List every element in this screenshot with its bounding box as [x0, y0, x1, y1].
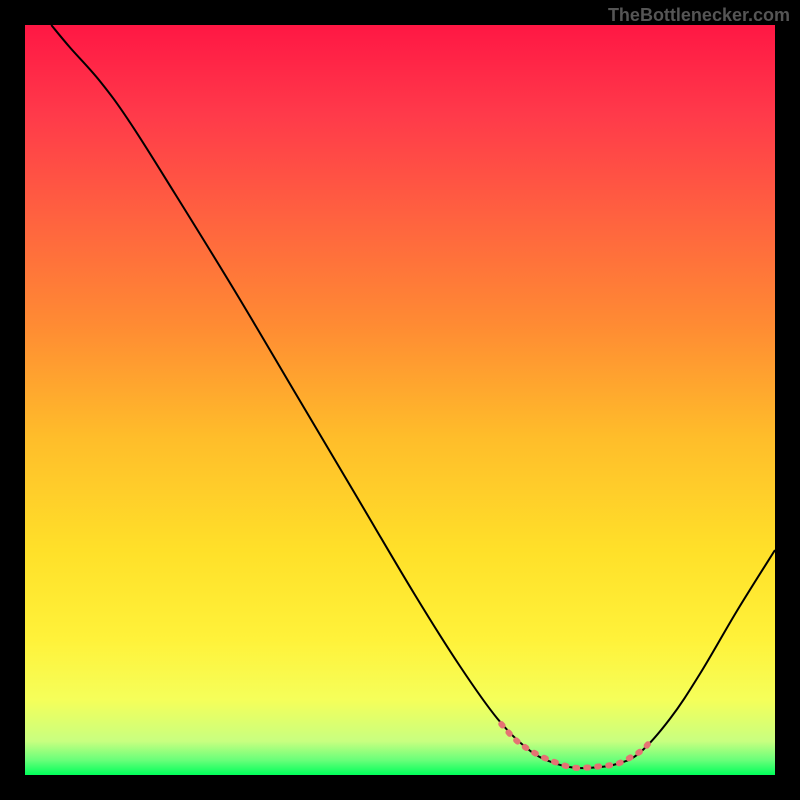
- watermark-text: TheBottlenecker.com: [608, 5, 790, 26]
- chart-container: [25, 25, 775, 775]
- chart-background: [25, 25, 775, 775]
- chart-svg: [25, 25, 775, 775]
